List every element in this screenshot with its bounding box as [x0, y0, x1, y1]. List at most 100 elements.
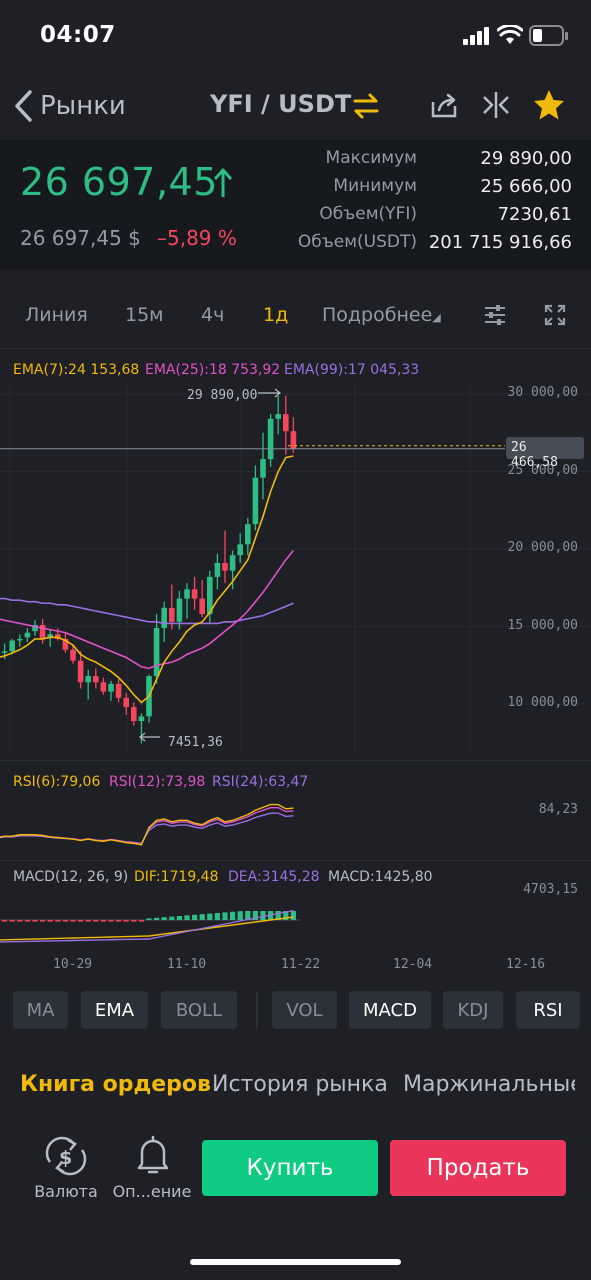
candle-body — [229, 555, 236, 571]
indicator-ma-button[interactable]: MA — [13, 991, 68, 1029]
candle-body — [169, 607, 175, 622]
macd-histogram-bar — [146, 918, 152, 920]
alerts-button[interactable]: Оп...ение — [112, 1134, 192, 1204]
market-tabs: Книга ордеров История рынка Маржинальные — [0, 1050, 591, 1120]
nav-header: Рынки YFI / USDT — [0, 72, 591, 140]
back-button[interactable]: Рынки — [12, 86, 126, 126]
macd-dif-line — [0, 916, 294, 941]
indicator-separator — [256, 991, 258, 1029]
macd-histogram-bar — [62, 920, 68, 922]
indicator-boll-button[interactable]: BOLL — [161, 991, 237, 1029]
macd-params-legend: MACD(12, 26, 9) — [13, 869, 129, 885]
candle-body — [115, 683, 122, 698]
fullscreen-icon[interactable] — [543, 303, 567, 327]
indicator-vol-button[interactable]: VOL — [272, 991, 337, 1029]
candle-body — [93, 676, 99, 683]
rsi24-line — [0, 812, 294, 845]
candle-body — [39, 624, 46, 639]
candle-body — [207, 576, 213, 615]
dropdown-caret-icon: ◢ — [432, 311, 441, 324]
stat-high-value: 29 890,00 — [480, 148, 572, 169]
macd-histogram-bar — [131, 920, 137, 922]
macd-histogram-bar — [252, 911, 258, 920]
macd-axis-label: 4703,15 — [523, 882, 578, 897]
stat-vol-quote-label: Объем(USDT) — [297, 232, 417, 252]
chart-settings-icon[interactable] — [482, 302, 508, 328]
rsi-divider — [0, 760, 591, 761]
ema25-legend: EMA(25):18 753,92 — [145, 362, 281, 378]
stat-low-label: Минимум — [333, 176, 417, 196]
swap-icon[interactable] — [352, 92, 380, 120]
sell-button[interactable]: Продать — [390, 1140, 566, 1196]
macd-histogram-bar — [192, 914, 198, 920]
macd-histogram-bar — [78, 920, 84, 922]
macd-histogram-bar — [237, 911, 243, 920]
last-price: 26 697,45 — [20, 160, 218, 204]
buy-button[interactable]: Купить — [202, 1140, 378, 1196]
share-icon[interactable] — [429, 90, 459, 120]
home-indicator — [190, 1259, 401, 1265]
macd-histogram-bar — [245, 911, 251, 920]
more-timeframes[interactable]: Подробнее◢ — [322, 304, 441, 326]
high-annotation: 29 890,00 — [187, 388, 258, 403]
current-price-tag: 26 466,58 — [506, 437, 584, 470]
macd-histogram-bar — [70, 920, 76, 922]
ema25-line — [0, 550, 295, 670]
stat-vol-base-label: Объем(YFI) — [319, 204, 417, 224]
battery-icon — [529, 25, 568, 46]
indicator-ema-button[interactable]: EMA — [81, 991, 148, 1029]
macd-histogram-bar — [290, 911, 296, 920]
tab-margin[interactable]: Маржинальные — [403, 1072, 575, 1097]
timeframe-1d[interactable]: 1д — [263, 304, 289, 326]
candle-body — [267, 418, 274, 460]
currency-label: Валюта — [34, 1182, 98, 1201]
macd-histogram-bar — [230, 911, 236, 920]
candle-body — [199, 598, 205, 615]
indicator-rsi-button[interactable]: RSI — [516, 991, 580, 1029]
candle-body — [222, 562, 228, 571]
back-label: Рынки — [40, 91, 126, 121]
macd-histogram-bar — [154, 917, 160, 920]
x-tick-1122: 11-22 — [281, 957, 321, 972]
ema99-line — [0, 597, 294, 625]
timeframe-line[interactable]: Линия — [25, 304, 88, 326]
candle-body — [108, 683, 114, 692]
macd-histogram-bar — [40, 920, 46, 922]
candlestick-chart[interactable] — [0, 382, 591, 752]
candle-body — [275, 414, 281, 419]
stat-high-label: Максимум — [325, 148, 417, 168]
ticker-panel: 26 697,45 26 697,45 $ –5,89 % Максимум 2… — [0, 140, 591, 270]
low-annotation-arrow — [139, 732, 160, 742]
macd-histogram-bar — [207, 913, 213, 920]
stat-low-value: 25 666,00 — [480, 176, 572, 197]
macd-histogram-bar — [176, 916, 182, 920]
chart-area: Линия 15м 4ч 1д Подробнее◢ EMA(7):24 153… — [0, 290, 591, 980]
macd-histogram-bar — [199, 914, 205, 920]
candle-body — [161, 607, 167, 629]
rsi24-legend: RSI(24):63,47 — [212, 774, 309, 790]
currency-convert-icon: $ — [45, 1136, 87, 1176]
rsi-axis-label: 84,23 — [538, 802, 578, 817]
indicator-bar: MA EMA BOLL VOL MACD KDJ RSI — [0, 985, 591, 1040]
tab-market-history[interactable]: История рынка — [212, 1072, 388, 1097]
x-tick-1216: 12-16 — [506, 957, 546, 972]
tab-order-book[interactable]: Книга ордеров — [20, 1072, 211, 1097]
macd-dea-line — [0, 909, 294, 943]
star-icon[interactable] — [532, 88, 566, 122]
indicator-kdj-button[interactable]: KDJ — [443, 991, 503, 1029]
macd-histogram-bar — [116, 920, 122, 922]
candle-body — [77, 660, 84, 683]
currency-button[interactable]: $ Валюта — [22, 1134, 110, 1204]
candle-body — [62, 638, 69, 650]
candle-body — [260, 459, 266, 478]
macd-histogram-bar — [9, 920, 15, 922]
timeframe-15m[interactable]: 15м — [125, 304, 164, 326]
y-tick-15000: 15 000,00 — [507, 618, 578, 633]
indicator-macd-button[interactable]: MACD — [349, 991, 431, 1029]
ema7-legend: EMA(7):24 153,68 — [13, 362, 140, 378]
stat-vol-base-value: 7230,61 — [497, 204, 572, 225]
compare-icon[interactable] — [481, 90, 511, 120]
candle-body — [283, 414, 289, 432]
timeframe-4h[interactable]: 4ч — [201, 304, 225, 326]
pair-title[interactable]: YFI / USDT — [210, 90, 352, 118]
